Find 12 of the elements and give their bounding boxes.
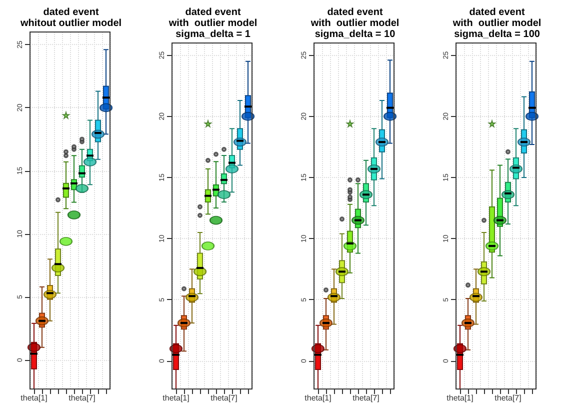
chart-title: dated event with outlier model sigma_delta = 10 bbox=[310, 7, 400, 40]
chart-title: dated event with outlier model sigma_delta = 100 bbox=[452, 7, 542, 40]
x-tick-label: theta[1] bbox=[20, 394, 48, 402]
x-tick-label: theta[7] bbox=[68, 394, 96, 402]
chart-title: dated event whitout outlier model bbox=[19, 7, 122, 29]
x-tick-label: theta[1] bbox=[446, 394, 474, 402]
x-tick-label: theta[7] bbox=[352, 394, 380, 402]
x-tick-label: theta[7] bbox=[210, 394, 238, 402]
chart-title: dated event with outlier model sigma_delta = 1 bbox=[168, 7, 258, 40]
x-tick-label: theta[1] bbox=[304, 394, 332, 402]
x-tick-label: theta[7] bbox=[494, 394, 522, 402]
x-tick-label: theta[1] bbox=[162, 394, 190, 402]
